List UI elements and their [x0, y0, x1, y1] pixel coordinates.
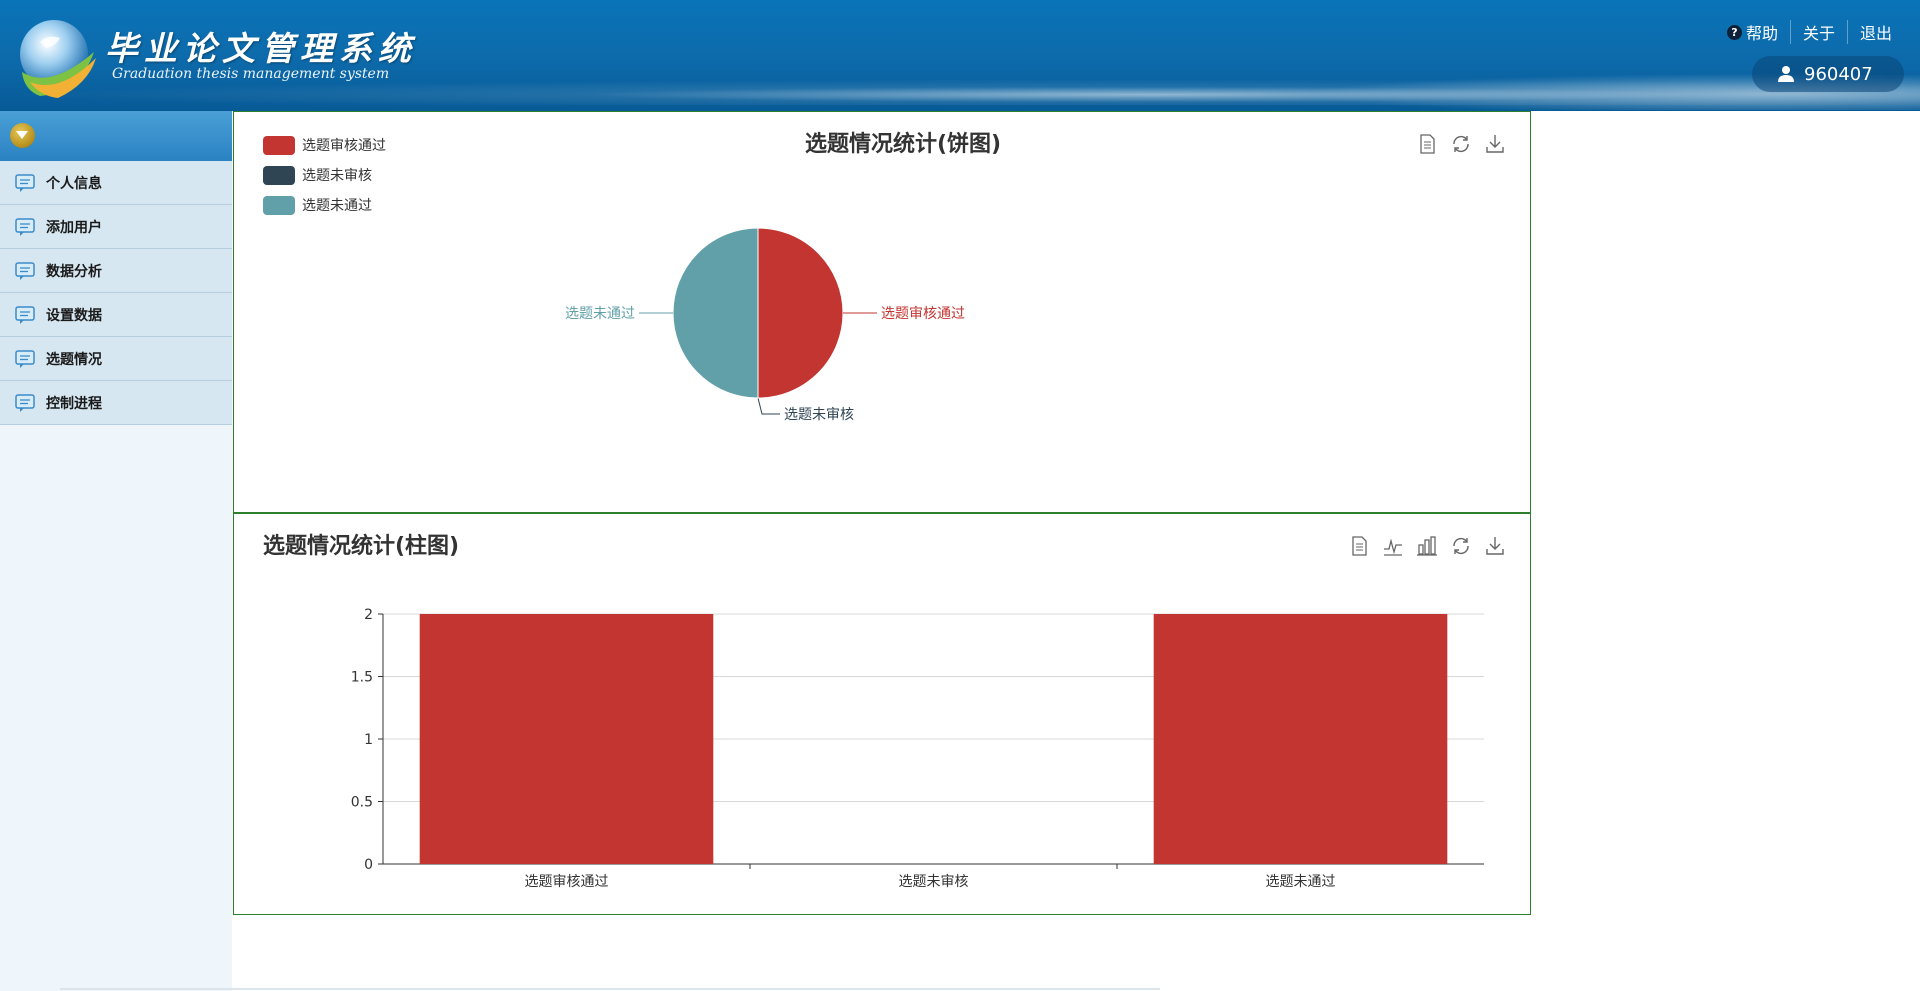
legend-label: 选题审核通过 — [302, 138, 386, 154]
legend-swatch — [263, 165, 295, 185]
legend-item[interactable]: 选题未审核 — [263, 160, 386, 190]
pie-chart-panel: 选题审核通过 选题未审核 选题未通过 选题情况统计(饼图) 选题审核通过 选题未审核选… — [233, 111, 1531, 513]
legend-swatch — [263, 135, 295, 155]
bar[interactable] — [419, 614, 714, 864]
data-view-icon[interactable] — [1415, 132, 1439, 156]
help-link[interactable]: ? 帮助 — [1715, 20, 1791, 44]
pie-toolbox — [1415, 132, 1507, 156]
collapse-toggle-icon[interactable] — [10, 123, 35, 148]
data-view-icon[interactable] — [1347, 534, 1371, 558]
pie-label-line — [757, 397, 780, 415]
sidebar-item-data-analysis[interactable]: 数据分析 — [0, 249, 232, 293]
y-tick-label: 0 — [364, 857, 373, 873]
sidebar-item-label: 个人信息 — [46, 175, 102, 192]
sidebar-item-topic-status[interactable]: 选题情况 — [0, 337, 232, 381]
x-tick-label: 选题未审核 — [899, 874, 969, 890]
footer-divider — [60, 988, 1160, 990]
app-header: 毕业论文管理系统 Graduation thesis management sy… — [0, 0, 1920, 111]
pie-slice-label: 选题审核通过 — [881, 306, 965, 322]
y-tick-label: 0.5 — [351, 795, 373, 811]
pie-slice-label: 选题未审核 — [784, 407, 854, 423]
pie-slice[interactable] — [757, 227, 844, 399]
legend-swatch — [263, 195, 295, 215]
legend-label: 选题未通过 — [302, 198, 372, 214]
legend-item[interactable]: 选题审核通过 — [263, 130, 386, 160]
top-links: ? 帮助 关于 退出 — [1715, 20, 1892, 44]
x-tick-label: 选题审核通过 — [525, 874, 609, 890]
sidebar-header — [0, 111, 232, 161]
app-subtitle: Graduation thesis management system — [112, 66, 390, 82]
sidebar-item-label: 控制进程 — [46, 395, 102, 412]
help-label: 帮助 — [1745, 24, 1778, 43]
message-icon — [15, 393, 35, 412]
refresh-icon[interactable] — [1449, 534, 1473, 558]
logout-link[interactable]: 退出 — [1859, 24, 1892, 43]
message-icon — [15, 173, 35, 192]
y-tick-label: 2 — [364, 607, 373, 623]
legend-label: 选题未审核 — [302, 168, 372, 184]
help-icon: ? — [1726, 24, 1742, 40]
y-tick-label: 1 — [364, 732, 373, 748]
message-icon — [15, 261, 35, 280]
sidebar-menu: 个人信息添加用户数据分析设置数据选题情况控制进程 — [0, 161, 232, 425]
bar-chart-panel: 选题情况统计(柱图) 0 0.5 1 1.5 2 选题审核通过 选题未审核 选题未通过 — [233, 513, 1531, 915]
sidebar-item-label: 设置数据 — [46, 307, 102, 324]
user-icon — [1778, 66, 1794, 82]
sidebar-item-label: 添加用户 — [46, 219, 102, 236]
sidebar-item-settings[interactable]: 设置数据 — [0, 293, 232, 337]
user-id: 960407 — [1804, 63, 1873, 85]
app-title: 毕业论文管理系统 — [105, 29, 417, 68]
message-icon — [15, 305, 35, 324]
message-icon — [15, 217, 35, 236]
y-tick-label: 1.5 — [351, 670, 373, 686]
line-chart-icon[interactable] — [1381, 534, 1405, 558]
download-icon[interactable] — [1483, 534, 1507, 558]
bar-chart-title: 选题情况统计(柱图) — [263, 534, 460, 559]
sidebar-item-label: 选题情况 — [46, 351, 102, 368]
download-icon[interactable] — [1483, 132, 1507, 156]
pie-chart-title: 选题情况统计(饼图) — [804, 132, 1002, 157]
user-badge[interactable]: 960407 — [1752, 56, 1904, 92]
sidebar: 个人信息添加用户数据分析设置数据选题情况控制进程 — [0, 111, 232, 991]
about-link[interactable]: 关于 — [1791, 20, 1848, 44]
sidebar-item-profile[interactable]: 个人信息 — [0, 161, 232, 205]
legend-item[interactable]: 选题未通过 — [263, 190, 386, 220]
globe-logo-icon — [20, 20, 96, 98]
sidebar-item-label: 数据分析 — [46, 263, 102, 280]
sidebar-item-process-control[interactable]: 控制进程 — [0, 381, 232, 425]
pie-legend: 选题审核通过 选题未审核选题未通过 — [263, 130, 386, 220]
bar-chart-icon[interactable] — [1415, 534, 1439, 558]
bar-chart: 0 0.5 1 1.5 2 选题审核通过 选题未审核 选题未通过 — [351, 607, 1484, 890]
refresh-icon[interactable] — [1449, 132, 1473, 156]
message-icon — [15, 349, 35, 368]
sidebar-item-add-user[interactable]: 添加用户 — [0, 205, 232, 249]
bar-toolbox — [1347, 534, 1507, 558]
pie-slice[interactable] — [672, 227, 759, 399]
pie-slice-label: 选题未通过 — [565, 306, 635, 322]
x-tick-label: 选题未通过 — [1266, 874, 1336, 890]
bar[interactable] — [1153, 614, 1448, 864]
